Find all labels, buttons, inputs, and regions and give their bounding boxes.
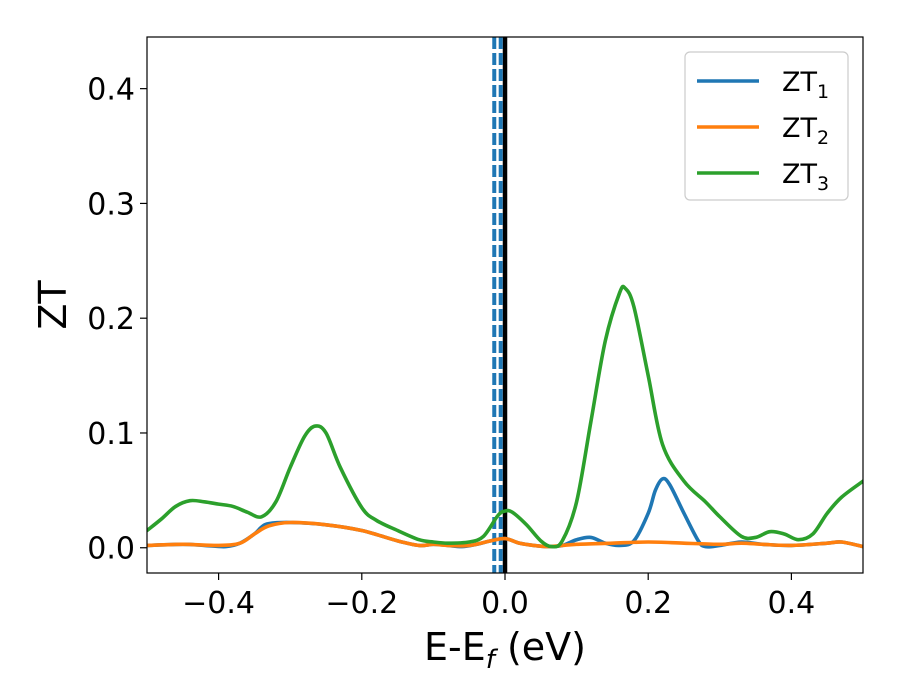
- legend-label-2: ZT2: [782, 113, 829, 149]
- series-line-2: [147, 520, 863, 549]
- series-line-3: [147, 284, 863, 549]
- legend-label-1: ZT1: [782, 67, 829, 103]
- y-tick-label: 0.0: [87, 532, 135, 567]
- y-axis-label: ZT: [31, 280, 75, 330]
- x-tick-label: 0.4: [768, 586, 816, 621]
- x-tick-label: −0.4: [182, 586, 255, 621]
- legend: ZT1 ZT2 ZT3: [684, 51, 849, 201]
- legend-frame: [684, 51, 849, 201]
- y-axis: 0.0 0.1 0.2 0.3 0.4: [87, 73, 147, 567]
- x-tick-label: 0.2: [624, 586, 672, 621]
- legend-label-3: ZT3: [782, 159, 829, 195]
- x-axis-label: E-Ef (eV): [424, 625, 586, 675]
- series-lines: [147, 284, 863, 549]
- y-tick-label: 0.1: [87, 417, 135, 452]
- x-tick-label: 0.0: [481, 586, 529, 621]
- y-tick-label: 0.2: [87, 302, 135, 337]
- x-axis-label-unit: (eV): [495, 625, 586, 669]
- y-tick-label: 0.4: [87, 73, 135, 108]
- x-axis: −0.4 −0.2 0.0 0.2 0.4: [182, 573, 815, 621]
- x-tick-label: −0.2: [325, 586, 398, 621]
- vertical-lines: [492, 37, 508, 573]
- y-tick-label: 0.3: [87, 187, 135, 222]
